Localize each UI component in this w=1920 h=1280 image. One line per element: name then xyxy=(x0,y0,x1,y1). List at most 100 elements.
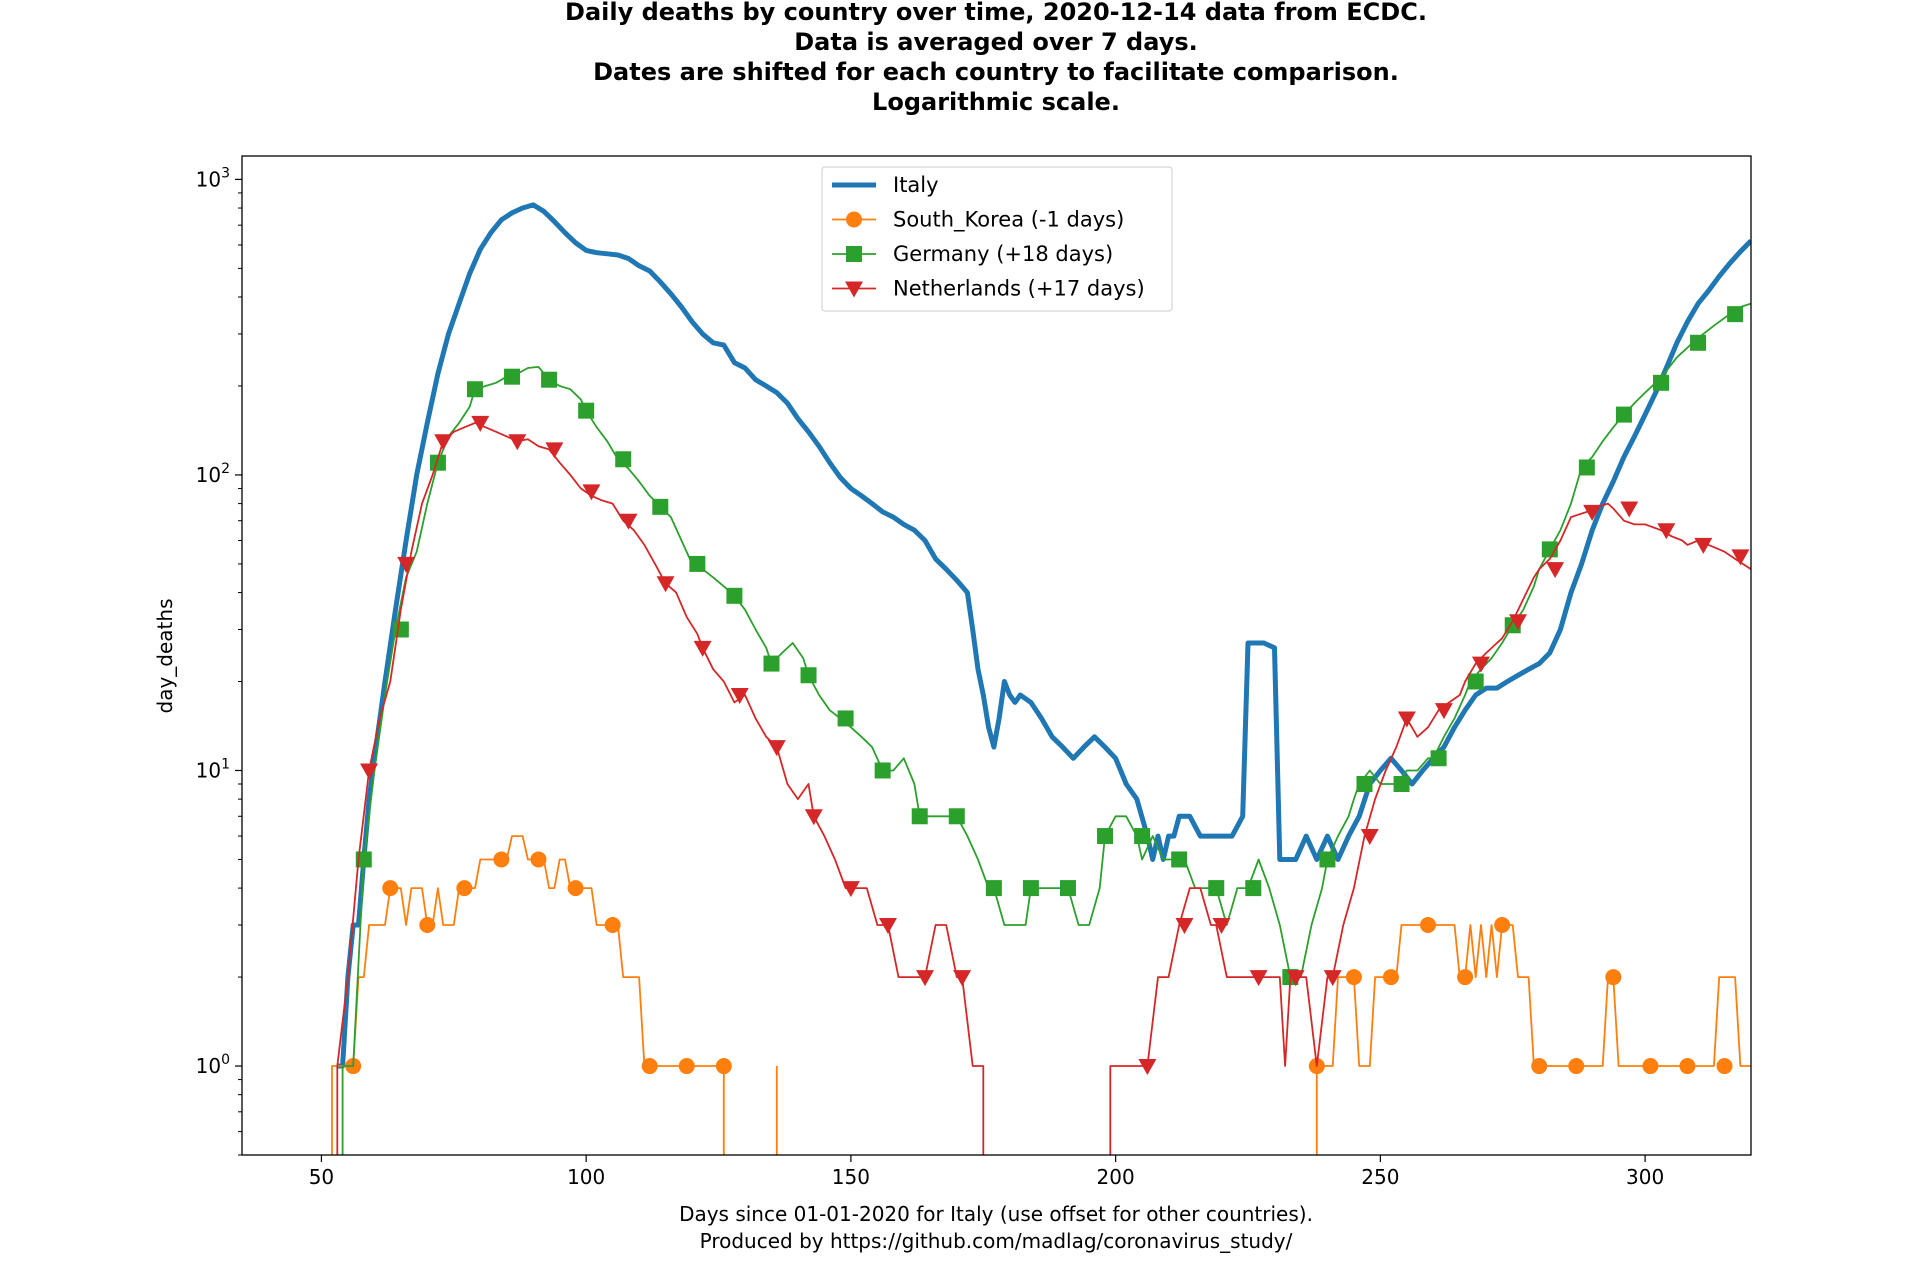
data-point xyxy=(948,808,965,825)
data-point xyxy=(1546,562,1565,579)
data-point xyxy=(641,1058,658,1075)
data-point xyxy=(1319,851,1336,868)
data-point xyxy=(493,851,510,868)
data-point xyxy=(763,655,780,672)
data-point xyxy=(837,710,854,727)
data-point xyxy=(1134,828,1151,845)
data-point xyxy=(1690,334,1707,351)
data-point xyxy=(953,970,972,987)
data-point xyxy=(429,454,446,471)
data-point xyxy=(419,917,436,934)
x-tick-label: 250 xyxy=(1361,1165,1399,1189)
data-point xyxy=(1323,970,1342,987)
data-point xyxy=(1694,537,1713,554)
data-point xyxy=(578,402,595,419)
series-3 xyxy=(336,415,1751,1155)
data-point xyxy=(1059,880,1076,897)
data-point xyxy=(397,556,416,573)
legend-entry: Germany (+18 days) xyxy=(832,242,1113,266)
x-tick-label: 100 xyxy=(567,1165,605,1189)
data-point xyxy=(1578,459,1595,476)
data-point xyxy=(1494,917,1511,934)
legend-label: Italy xyxy=(893,173,939,197)
data-point xyxy=(1568,1058,1585,1075)
data-point xyxy=(689,555,706,572)
legend-label: South_Korea (-1 days) xyxy=(893,208,1124,233)
data-point xyxy=(1397,711,1416,728)
data-point xyxy=(1360,829,1379,846)
data-point xyxy=(767,740,786,757)
legend-box xyxy=(821,166,1173,312)
legend-marker xyxy=(846,246,862,262)
data-point xyxy=(1393,776,1410,793)
series-line xyxy=(337,202,1751,1069)
legend-label: Netherlands (+17 days) xyxy=(893,277,1145,301)
data-point xyxy=(1467,673,1484,690)
series-line xyxy=(336,422,985,1155)
data-point xyxy=(392,621,409,638)
data-point xyxy=(1652,374,1669,391)
data-point xyxy=(1097,828,1114,845)
x-axis: 50 100 150 200 250 300 xyxy=(309,1155,1664,1189)
data-point xyxy=(916,970,935,987)
data-point xyxy=(1615,406,1632,423)
data-point xyxy=(1212,918,1231,935)
data-point xyxy=(545,442,564,459)
data-point xyxy=(1605,969,1622,986)
data-point xyxy=(1138,1059,1157,1076)
data-point xyxy=(508,434,527,451)
data-point xyxy=(1620,501,1639,518)
data-point xyxy=(985,880,1002,897)
data-point xyxy=(1531,1058,1548,1075)
y-axis: 100 101 102 103 xyxy=(196,165,242,1156)
data-point xyxy=(456,880,473,897)
data-point xyxy=(504,368,521,385)
data-point xyxy=(804,809,823,826)
data-point xyxy=(1175,918,1194,935)
data-point xyxy=(1731,549,1750,566)
x-axis-label: Days since 01-01-2020 for Italy (use off… xyxy=(679,1202,1313,1226)
data-point xyxy=(656,576,675,593)
legend-label: Germany (+18 days) xyxy=(893,242,1113,266)
x-axis-label: Produced by https://github.com/madlag/co… xyxy=(700,1229,1293,1253)
legend-entry: South_Korea (-1 days) xyxy=(832,208,1124,233)
data-point xyxy=(1430,750,1447,767)
data-point xyxy=(874,762,891,779)
data-point xyxy=(1245,880,1262,897)
y-axis-label: day_deaths xyxy=(153,599,177,714)
y-tick-label: 103 xyxy=(196,165,230,191)
data-point xyxy=(1657,523,1676,540)
data-point xyxy=(567,880,584,897)
data-point xyxy=(693,640,712,657)
plot-layer xyxy=(331,202,1751,1155)
data-point xyxy=(1356,776,1373,793)
x-tick-label: 50 xyxy=(309,1165,334,1189)
data-point xyxy=(434,434,453,451)
legend-entry: Netherlands (+17 days) xyxy=(832,277,1145,301)
y-tick-label: 101 xyxy=(196,756,230,782)
data-point xyxy=(1420,917,1437,934)
series-line xyxy=(1315,924,1751,1155)
series-line xyxy=(341,302,1751,1155)
data-point xyxy=(1509,614,1528,631)
data-point xyxy=(1286,970,1305,987)
data-point xyxy=(726,587,743,604)
data-point xyxy=(471,415,490,432)
data-point xyxy=(382,880,399,897)
x-tick-label: 200 xyxy=(1097,1165,1135,1189)
data-point xyxy=(582,484,601,501)
series-1 xyxy=(331,835,1751,1155)
data-point xyxy=(466,381,483,398)
data-point xyxy=(615,451,632,468)
data-point xyxy=(678,1058,695,1075)
data-point xyxy=(1345,969,1362,986)
x-tick-label: 300 xyxy=(1626,1165,1664,1189)
data-point xyxy=(1679,1058,1696,1075)
data-point xyxy=(1716,1058,1733,1075)
data-point xyxy=(1583,504,1602,521)
title-line: Data is averaged over 7 days. xyxy=(794,28,1198,56)
data-point xyxy=(1382,969,1399,986)
data-point xyxy=(800,667,817,684)
